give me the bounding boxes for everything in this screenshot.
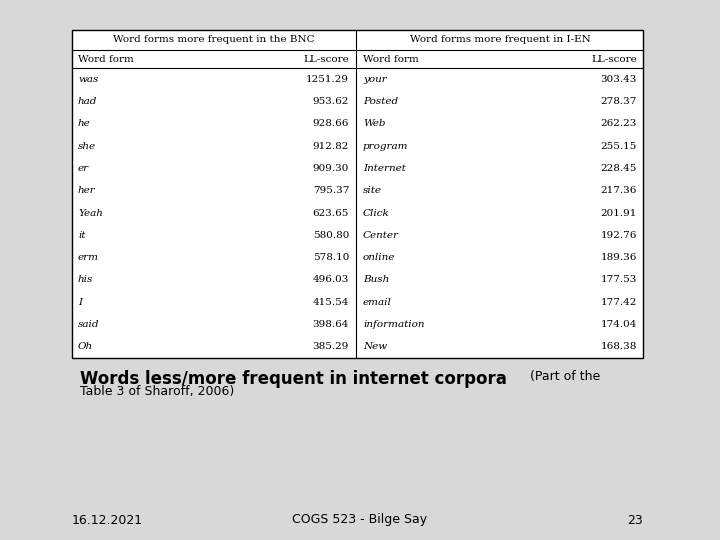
Text: 217.36: 217.36 — [600, 186, 637, 195]
Text: 177.42: 177.42 — [600, 298, 637, 307]
Text: Word form: Word form — [363, 55, 419, 64]
Text: Center: Center — [363, 231, 399, 240]
Text: 201.91: 201.91 — [600, 208, 637, 218]
Text: 303.43: 303.43 — [600, 75, 637, 84]
Text: his: his — [78, 275, 94, 285]
Text: 278.37: 278.37 — [600, 97, 637, 106]
Text: Word forms more frequent in I-EN: Word forms more frequent in I-EN — [410, 36, 590, 44]
Text: 953.62: 953.62 — [312, 97, 349, 106]
Text: 580.80: 580.80 — [312, 231, 349, 240]
Text: er: er — [78, 164, 89, 173]
Text: Table 3 of Sharoff, 2006): Table 3 of Sharoff, 2006) — [80, 385, 234, 398]
Text: had: had — [78, 97, 97, 106]
Text: erm: erm — [78, 253, 99, 262]
Text: Oh: Oh — [78, 342, 93, 352]
Text: 168.38: 168.38 — [600, 342, 637, 352]
Text: 928.66: 928.66 — [312, 119, 349, 129]
Text: 189.36: 189.36 — [600, 253, 637, 262]
Text: (Part of the: (Part of the — [530, 370, 600, 383]
Text: Words less/more frequent in internet corpora: Words less/more frequent in internet cor… — [80, 370, 513, 388]
Text: was: was — [78, 75, 99, 84]
Text: Click: Click — [363, 208, 390, 218]
Text: Posted: Posted — [363, 97, 398, 106]
Text: program: program — [363, 141, 408, 151]
Text: she: she — [78, 141, 96, 151]
Text: Yeah: Yeah — [78, 208, 103, 218]
Text: 909.30: 909.30 — [312, 164, 349, 173]
Bar — [72, 30, 643, 358]
Text: 174.04: 174.04 — [600, 320, 637, 329]
Text: information: information — [363, 320, 425, 329]
Text: 262.23: 262.23 — [600, 119, 637, 129]
Text: it: it — [78, 231, 86, 240]
Text: 496.03: 496.03 — [312, 275, 349, 285]
Text: 578.10: 578.10 — [312, 253, 349, 262]
Text: COGS 523 - Bilge Say: COGS 523 - Bilge Say — [292, 514, 428, 526]
Text: 228.45: 228.45 — [600, 164, 637, 173]
Text: 415.54: 415.54 — [312, 298, 349, 307]
Text: Word forms more frequent in the BNC: Word forms more frequent in the BNC — [113, 36, 315, 44]
Text: LL-score: LL-score — [591, 55, 637, 64]
Text: Internet: Internet — [363, 164, 406, 173]
Text: I: I — [78, 298, 82, 307]
Text: Word form: Word form — [78, 55, 134, 64]
Text: 192.76: 192.76 — [600, 231, 637, 240]
Text: your: your — [363, 75, 387, 84]
Text: 795.37: 795.37 — [312, 186, 349, 195]
Text: said: said — [78, 320, 99, 329]
Text: Bush: Bush — [363, 275, 390, 285]
Text: site: site — [363, 186, 382, 195]
Text: LL-score: LL-score — [303, 55, 349, 64]
Text: 623.65: 623.65 — [312, 208, 349, 218]
Text: 385.29: 385.29 — [312, 342, 349, 352]
Text: 16.12.2021: 16.12.2021 — [72, 514, 143, 526]
Text: online: online — [363, 253, 395, 262]
Text: email: email — [363, 298, 392, 307]
Text: 23: 23 — [627, 514, 643, 526]
Text: New: New — [363, 342, 387, 352]
Text: 1251.29: 1251.29 — [306, 75, 349, 84]
Text: Web: Web — [363, 119, 385, 129]
Text: he: he — [78, 119, 91, 129]
Text: 255.15: 255.15 — [600, 141, 637, 151]
Text: 398.64: 398.64 — [312, 320, 349, 329]
Text: 912.82: 912.82 — [312, 141, 349, 151]
Text: 177.53: 177.53 — [600, 275, 637, 285]
Text: her: her — [78, 186, 96, 195]
